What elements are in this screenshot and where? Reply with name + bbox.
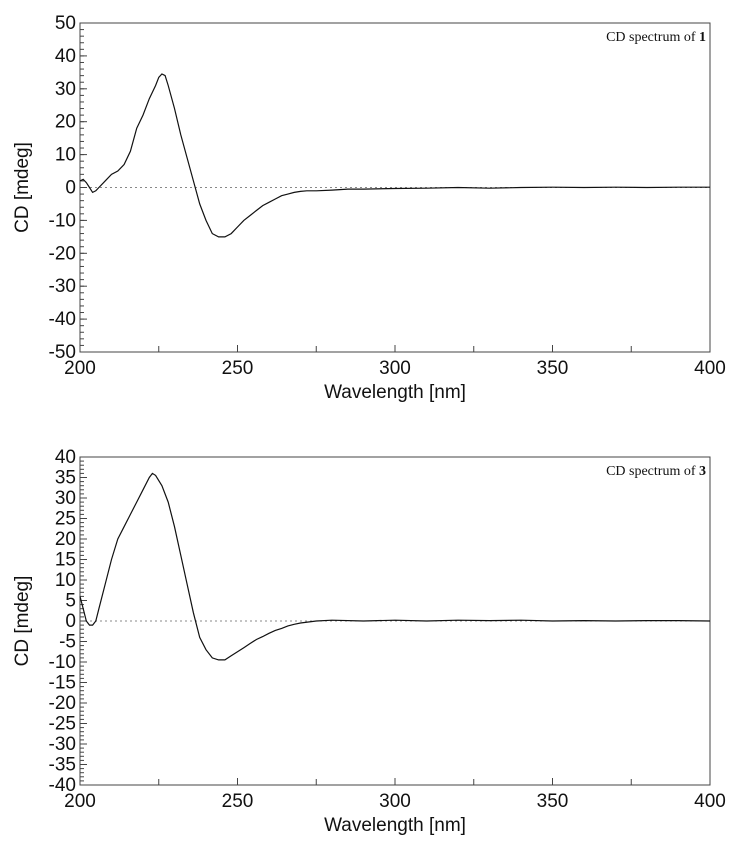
x-tick-label: 400 <box>694 358 726 379</box>
y-tick-label: 20 <box>55 112 76 133</box>
spectrum-line <box>79 73 710 238</box>
y-tick-label: -40 <box>49 309 76 330</box>
y-tick-label: 10 <box>55 145 76 166</box>
y-tick-label: 10 <box>55 570 76 591</box>
y-axis-title: CD [mdeg] <box>12 576 33 667</box>
spectrum-line <box>79 472 711 661</box>
y-tick-label: 25 <box>55 509 76 530</box>
plot-title: CD spectrum of 3 <box>606 464 706 479</box>
y-tick-label: -10 <box>49 210 76 231</box>
chart-2-svg: 4035302520151050-5-10-15-20-25-30-35-402… <box>12 447 726 836</box>
y-tick-label: 5 <box>65 591 76 612</box>
y-tick-label: -20 <box>49 243 76 264</box>
x-tick-label: 200 <box>64 358 96 379</box>
x-tick-label: 400 <box>694 791 726 812</box>
chart-2: 40 35 30 25 20 15 10 5 0 -5 -10 -15 -20 -25 -30 -35 -40 2… <box>0 430 742 857</box>
x-tick-label: 300 <box>379 358 411 379</box>
y-tick-label: 35 <box>55 468 76 489</box>
plot-title: CD spectrum of 1 <box>606 30 706 45</box>
y-tick-label: 20 <box>55 529 76 550</box>
y-tick-label: -5 <box>59 632 76 653</box>
y-tick-label: 30 <box>55 488 76 509</box>
y-tick-label: -10 <box>49 652 76 673</box>
y-tick-label: -35 <box>49 755 76 776</box>
y-tick-label: 40 <box>55 46 76 67</box>
chart-1: 50 40 30 20 10 0 -10 -20 -30 -40 -50 200 250 300 350 40… <box>0 0 742 415</box>
y-tick-label: -50 <box>49 342 76 363</box>
x-tick-label: 350 <box>537 358 569 379</box>
x-axis-title: Wavelength [nm] <box>324 382 466 403</box>
y-tick-label: -20 <box>49 693 76 714</box>
x-axis-title: Wavelength [nm] <box>324 815 466 836</box>
y-tick-label: -40 <box>49 775 76 796</box>
y-tick-label: 0 <box>65 178 76 199</box>
y-tick-label: 15 <box>55 550 76 571</box>
x-tick-label: 250 <box>222 791 254 812</box>
y-tick-label: 30 <box>55 79 76 100</box>
x-tick-label: 200 <box>64 791 96 812</box>
y-tick-label: 50 <box>55 13 76 34</box>
y-tick-label: -15 <box>49 673 76 694</box>
y-tick-label: -25 <box>49 714 76 735</box>
y-tick-label: 0 <box>65 611 76 632</box>
x-tick-label: 300 <box>379 791 411 812</box>
y-tick-label: -30 <box>49 276 76 297</box>
x-tick-label: 250 <box>222 358 254 379</box>
y-tick-label: -30 <box>49 734 76 755</box>
x-tick-label: 350 <box>537 791 569 812</box>
y-axis-title: CD [mdeg] <box>12 142 33 233</box>
y-tick-label: 40 <box>55 447 76 468</box>
